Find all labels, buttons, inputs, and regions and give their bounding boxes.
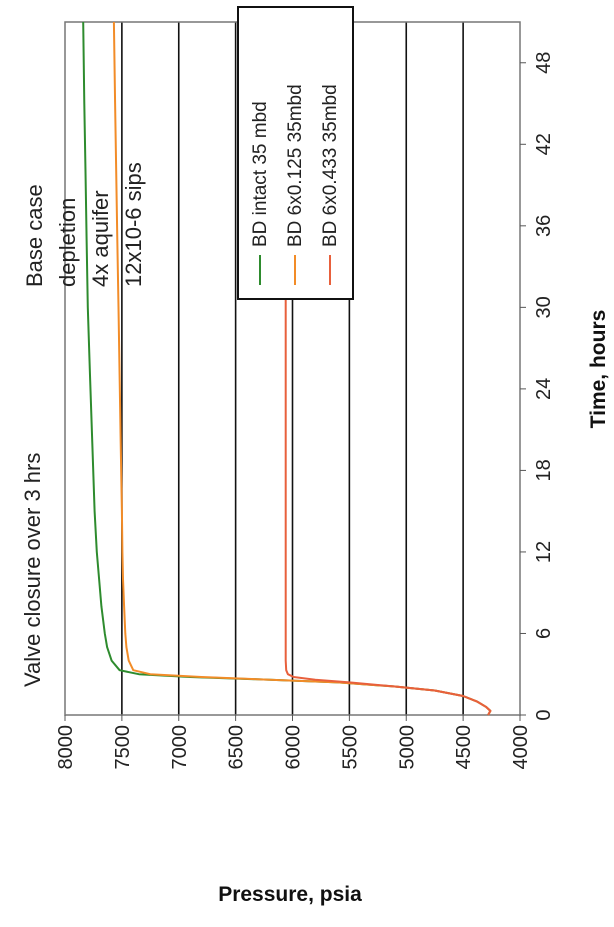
y-tick-label: 7000 [169,725,191,770]
y-tick-label: 5500 [339,725,361,770]
series-group [82,21,492,716]
case-note-line: Base case [22,184,47,287]
x-tick-label: 24 [533,378,555,400]
series-line-3 [284,22,492,716]
y-tick-label: 8000 [55,725,77,770]
y-tick-label: 6000 [283,725,305,770]
y-tick-label: 4500 [453,725,475,770]
y-tick-label: 7500 [112,725,134,770]
y-axis-title: Pressure, psia [218,883,362,906]
legend-label: BD 6x0.433 35mbd [320,84,341,247]
case-note-line: depletion [55,198,80,287]
legend-label: BD 6x0.125 35mbd [285,84,306,247]
y-tick-label: 6500 [226,725,248,770]
x-tick-label: 0 [533,709,555,720]
legend: BD intact 35 mbd BD 6x0.125 35mbd BD 6x0.4… [237,6,354,300]
y-tick-label: 5000 [396,725,418,770]
x-tick-label: 48 [533,52,555,74]
x-tick-label: 6 [533,628,555,639]
axis-ticks: 4000 4500 5000 5500 6000 6500 7000 7500 8000 0 6 12… [55,52,555,770]
x-tick-label: 36 [533,215,555,237]
legend-box [237,6,354,300]
grid-lines [121,22,464,715]
legend-label: BD intact 35 mbd [250,101,271,247]
x-tick-label: 18 [533,459,555,481]
x-axis-title: Time, hours [587,310,610,429]
valve-closure-note: Valve closure over 3 hrs [20,453,45,687]
case-note-line: 4x aquifer [88,190,113,287]
case-description: Base case depletion 4x aquifer 12x10-6 sips [22,162,146,287]
y-tick-label: 4000 [510,725,532,770]
case-note-line: 12x10-6 sips [121,162,146,287]
x-tick-label: 42 [533,133,555,155]
x-tick-label: 30 [533,296,555,318]
x-tick-label: 12 [533,541,555,563]
